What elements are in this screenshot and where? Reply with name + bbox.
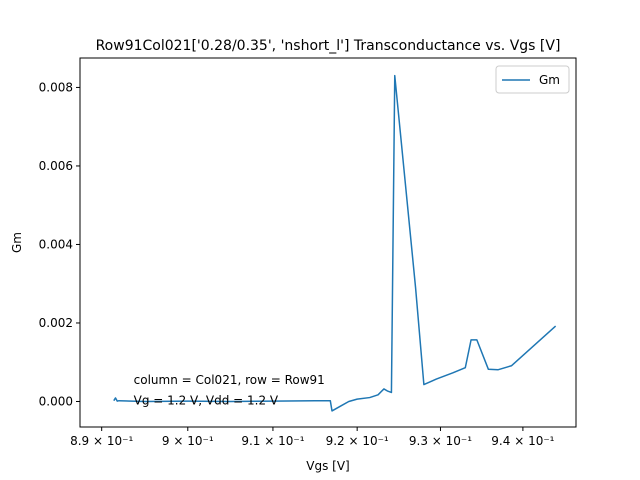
chart-title: Row91Col021['0.28/0.35', 'nshort_l'] Tra… — [96, 38, 561, 54]
y-axis: 0.000 0.002 0.004 0.006 0.008 — [39, 80, 80, 408]
series-line-gm — [113, 74, 557, 412]
legend-box — [495, 65, 570, 94]
x-axis-label: Vgs [V] — [306, 459, 349, 473]
y-tick-label: 0.004 — [39, 237, 73, 251]
y-tick-label: 0.008 — [39, 80, 73, 94]
series-layer — [113, 74, 557, 412]
x-axis: 8.9 × 10⁻¹ 9 × 10⁻¹ 9.1 × 10⁻¹ 9.2 × 10⁻¹ 9.… — [70, 427, 555, 448]
x-tick-label: 9.4 × 10⁻¹ — [491, 434, 554, 448]
annotation-layer: column = Col021, row = Row91 Vg = 1.2 V, … — [134, 373, 325, 408]
y-axis-label: Gm — [10, 232, 24, 253]
x-tick-label: 9.1 × 10⁻¹ — [241, 434, 304, 448]
y-tick-label: 0.002 — [39, 316, 73, 330]
x-tick-label: 9.2 × 10⁻¹ — [326, 434, 389, 448]
y-tick-label: 0.006 — [39, 159, 73, 173]
plot-frame — [79, 57, 577, 428]
annotation-text: column = Col021, row = Row91 — [134, 373, 325, 387]
x-tick-label: 9.3 × 10⁻¹ — [409, 434, 472, 448]
x-tick-label: 9 × 10⁻¹ — [162, 434, 214, 448]
legend-label: Gm — [539, 73, 560, 87]
annotation-text: Vg = 1.2 V, Vdd = 1.2 V — [134, 394, 279, 408]
legend: Gm — [495, 65, 570, 94]
x-tick-label: 8.9 × 10⁻¹ — [70, 434, 133, 448]
y-tick-label: 0.000 — [39, 394, 73, 408]
